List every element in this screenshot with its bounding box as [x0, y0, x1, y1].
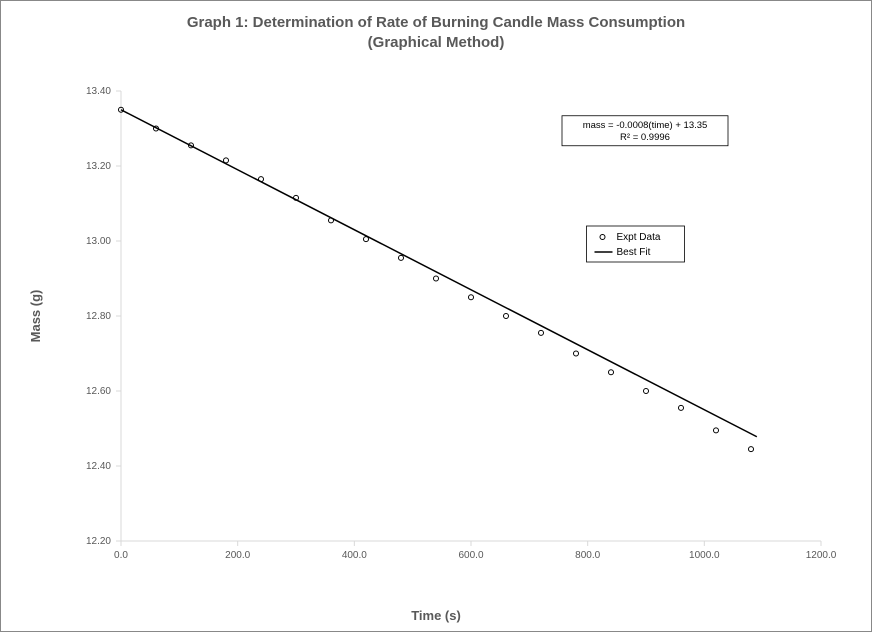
legend-label-fit: Best Fit	[617, 247, 651, 258]
x-tick-label: 0.0	[114, 550, 128, 561]
data-point	[504, 314, 509, 319]
data-point	[714, 428, 719, 433]
data-point	[399, 255, 404, 260]
chart-container: Graph 1: Determination of Rate of Burnin…	[0, 0, 872, 632]
equation-line-1: mass = -0.0008(time) + 13.35	[583, 120, 708, 131]
legend-label-expt: Expt Data	[617, 232, 661, 243]
data-point	[434, 276, 439, 281]
x-tick-label: 1000.0	[689, 550, 720, 561]
title-line-1: Graph 1: Determination of Rate of Burnin…	[187, 14, 685, 31]
x-tick-label: 800.0	[575, 550, 600, 561]
chart-title: Graph 1: Determination of Rate of Burnin…	[1, 1, 871, 54]
data-point	[644, 389, 649, 394]
data-point	[469, 295, 474, 300]
best-fit-line	[121, 110, 757, 437]
data-point	[749, 447, 754, 452]
data-point	[364, 237, 369, 242]
y-tick-label: 12.20	[86, 536, 111, 547]
x-axis-label: Time (s)	[411, 608, 461, 623]
x-tick-label: 1200.0	[806, 550, 837, 561]
y-tick-label: 13.00	[86, 236, 111, 247]
data-point	[609, 370, 614, 375]
title-line-2: (Graphical Method)	[368, 34, 505, 51]
data-point	[574, 351, 579, 356]
equation-line-2: R² = 0.9996	[620, 132, 670, 143]
x-tick-label: 400.0	[342, 550, 367, 561]
y-tick-label: 13.40	[86, 86, 111, 97]
data-point	[679, 405, 684, 410]
y-tick-label: 12.60	[86, 386, 111, 397]
data-point	[539, 330, 544, 335]
data-point	[329, 218, 334, 223]
y-axis-label: Mass (g)	[28, 290, 43, 343]
y-tick-label: 13.20	[86, 161, 111, 172]
y-tick-label: 12.40	[86, 461, 111, 472]
x-tick-label: 200.0	[225, 550, 250, 561]
data-point	[224, 158, 229, 163]
plot-wrapper: 0.0 200.0 400.0 600.0 800.0 1000.0 1200.0 12.20…	[56, 81, 846, 571]
y-tick-label: 12.80	[86, 311, 111, 322]
chart-svg: 0.0 200.0 400.0 600.0 800.0 1000.0 1200.0 12.20…	[56, 81, 846, 571]
x-tick-label: 600.0	[458, 550, 483, 561]
data-point	[259, 177, 264, 182]
